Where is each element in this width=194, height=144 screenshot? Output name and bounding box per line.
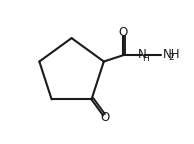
Text: NH: NH	[163, 48, 180, 60]
Text: H: H	[142, 54, 149, 63]
Text: N: N	[138, 48, 147, 60]
Text: 2: 2	[168, 53, 174, 62]
Text: O: O	[100, 111, 109, 124]
Text: O: O	[118, 26, 127, 39]
